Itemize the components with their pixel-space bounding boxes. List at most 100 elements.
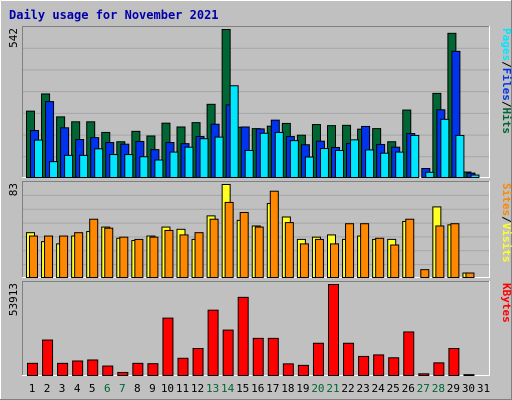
legend-entry-visits: Visits: [500, 223, 512, 263]
bar-kbytes-kbytes-day-7: [117, 371, 129, 376]
bar-visits-sites-day-16: [254, 226, 264, 278]
x-axis-day-label: 26: [402, 382, 415, 395]
bar-hits-pages-day-29: [455, 134, 465, 178]
bar-visits-sites-day-24: [375, 237, 385, 278]
bar-kbytes-kbytes-day-4: [72, 360, 84, 376]
bar-visits-sites-day-18: [284, 222, 294, 279]
x-axis-day-label: 7: [119, 382, 126, 395]
x-axis-day-label: 30: [462, 382, 475, 395]
bar-visits-sites-day-12: [194, 232, 204, 279]
bar-hits-pages-day-6: [109, 154, 119, 178]
panel-visits-legend: Sites/Visits: [500, 183, 512, 263]
bar-hits-pages-day-16: [259, 132, 269, 179]
x-axis-day-label: 9: [149, 382, 156, 395]
bar-kbytes-kbytes-day-21: [328, 284, 339, 376]
bar-hits-pages-day-27: [425, 171, 435, 179]
x-axis-day-label: 6: [104, 382, 111, 395]
legend-entry-hits: Hits: [500, 108, 512, 135]
bar-visits-sites-day-14: [224, 201, 234, 278]
bar-visits-sites-day-26: [405, 218, 415, 278]
bar-kbytes-kbytes-day-8: [132, 362, 144, 376]
bar-visits-sites-day-22: [345, 223, 355, 279]
x-axis-day-label: 27: [417, 382, 430, 395]
bar-kbytes-kbytes-day-1: [27, 362, 38, 376]
panel-kbytes-legend: KBytes: [500, 283, 512, 323]
bar-hits-pages-day-12: [199, 138, 209, 179]
bar-visits-sites-day-13: [209, 218, 219, 278]
bar-kbytes-kbytes-day-16: [252, 337, 264, 376]
bar-kbytes-kbytes-day-25: [388, 357, 400, 377]
bar-hits-pages-day-21: [335, 149, 344, 179]
bar-hits-pages-day-19: [304, 156, 314, 178]
x-axis-day-label: 29: [447, 382, 460, 395]
x-axis-day-label: 8: [134, 382, 141, 395]
bar-visits-sites-day-5: [89, 218, 99, 278]
bar-hits-pages-day-14: [229, 85, 239, 178]
legend-entry-slash: /: [500, 101, 512, 108]
bar-hits-pages-day-18: [289, 140, 299, 179]
panel-visits-max-label: 83: [7, 183, 20, 196]
legend-entry-slash: /: [500, 61, 512, 68]
bar-hits-pages-day-11: [184, 146, 194, 178]
x-axis-day-label: 14: [221, 382, 235, 395]
x-axis-day-label: 10: [161, 382, 174, 395]
bar-kbytes-kbytes-day-17: [267, 337, 279, 376]
panel-kbytes-max-label: 53913: [7, 283, 20, 316]
x-axis-day-label: 5: [89, 382, 96, 395]
bar-hits-pages-day-15: [244, 149, 254, 179]
bar-visits-sites-day-29: [450, 223, 460, 279]
bar-kbytes-kbytes-day-3: [57, 362, 69, 376]
bar-hits-pages-day-9: [154, 159, 164, 179]
bar-visits-sites-day-20: [314, 238, 324, 278]
x-axis-day-label: 2: [44, 382, 51, 395]
x-axis-day-label: 16: [251, 382, 264, 395]
bar-kbytes-kbytes-day-22: [343, 342, 355, 376]
bar-visits-sites-day-1: [29, 235, 38, 279]
bar-kbytes-kbytes-day-29: [448, 347, 460, 377]
bar-hits-pages-day-24: [380, 152, 390, 179]
bar-kbytes-kbytes-day-24: [373, 354, 385, 376]
bar-visits-sites-day-11: [179, 234, 189, 279]
bar-kbytes-kbytes-day-19: [297, 364, 309, 376]
x-axis-day-label: 1: [29, 382, 36, 395]
legend-entry-sites: Sites: [500, 183, 512, 216]
x-axis-day-label: 3: [59, 382, 66, 395]
legend-entry-files: Files: [500, 68, 512, 101]
x-axis-day-label: 12: [191, 382, 204, 395]
bar-visits-sites-day-17: [269, 190, 279, 278]
x-axis-day-label: 31: [477, 382, 490, 395]
bar-kbytes-kbytes-day-11: [177, 357, 189, 377]
x-axis-day-label: 19: [296, 382, 309, 395]
bar-hits-pages-day-13: [214, 136, 224, 178]
x-axis-day-label: 23: [356, 382, 369, 395]
bar-hits-pages-day-20: [319, 148, 329, 178]
bar-hits-pages-day-3: [64, 154, 74, 178]
x-axis-day-label: 17: [266, 382, 279, 395]
bar-visits-sites-day-7: [119, 236, 129, 278]
x-axis-day-label: 21: [326, 382, 339, 395]
x-axis-day-label: 4: [74, 382, 81, 395]
x-axis-day-label: 24: [372, 382, 386, 395]
bar-hits-pages-day-8: [139, 156, 149, 179]
graph-title: Daily usage for November 2021: [9, 8, 219, 22]
x-axis-day-label: 20: [311, 382, 324, 395]
bar-kbytes-kbytes-day-12: [192, 347, 204, 377]
bar-visits-sites-day-25: [390, 244, 400, 279]
panel-hits-max-label: 542: [7, 28, 20, 48]
bar-kbytes-kbytes-day-23: [358, 355, 370, 376]
legend-entry-slash: /: [500, 216, 512, 223]
bar-kbytes-kbytes-day-15: [237, 296, 249, 376]
bar-visits-sites-day-6: [104, 227, 114, 278]
bar-kbytes-kbytes-day-26: [403, 331, 415, 376]
bar-visits-sites-day-23: [360, 223, 370, 279]
bar-visits-sites-day-9: [149, 236, 159, 278]
bar-hits-pages-day-25: [395, 151, 405, 178]
bar-kbytes-kbytes-day-18: [282, 363, 294, 376]
bar-visits-sites-day-28: [435, 225, 445, 278]
x-axis-day-label: 13: [206, 382, 219, 395]
bar-hits-pages-day-5: [94, 148, 104, 179]
bar-visits-sites-day-30: [465, 272, 475, 278]
bar-hits-pages-day-2: [49, 161, 59, 179]
bar-kbytes-kbytes-day-27: [418, 373, 430, 377]
